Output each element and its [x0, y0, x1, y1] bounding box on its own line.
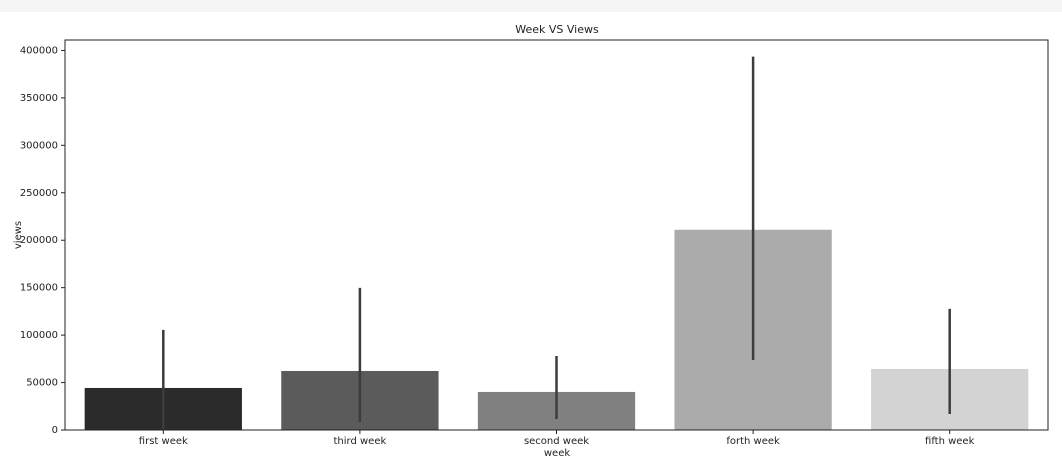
x-axis-label: week — [544, 448, 570, 459]
chart-title: Week VS Views — [515, 23, 599, 36]
y-tick-label: 300000 — [20, 140, 58, 151]
x-tick-label: fifth week — [925, 436, 975, 447]
y-tick-label: 200000 — [20, 235, 58, 246]
x-tick-label: forth week — [726, 436, 780, 447]
plot-frame — [64, 39, 1049, 431]
y-tick-label: 50000 — [26, 378, 58, 389]
y-tick-label: 400000 — [20, 45, 58, 56]
y-tick-label: 150000 — [20, 283, 58, 294]
y-tick-label: 250000 — [20, 188, 58, 199]
y-tick-label: 350000 — [20, 93, 58, 104]
y-tick-label: 100000 — [20, 330, 58, 341]
y-axis-label: views — [13, 221, 24, 249]
y-tick-label: 0 — [52, 425, 58, 436]
top-strip — [0, 0, 1062, 12]
x-tick-label: second week — [524, 436, 589, 447]
x-tick-label: third week — [334, 436, 387, 447]
x-tick-label: first week — [139, 436, 188, 447]
